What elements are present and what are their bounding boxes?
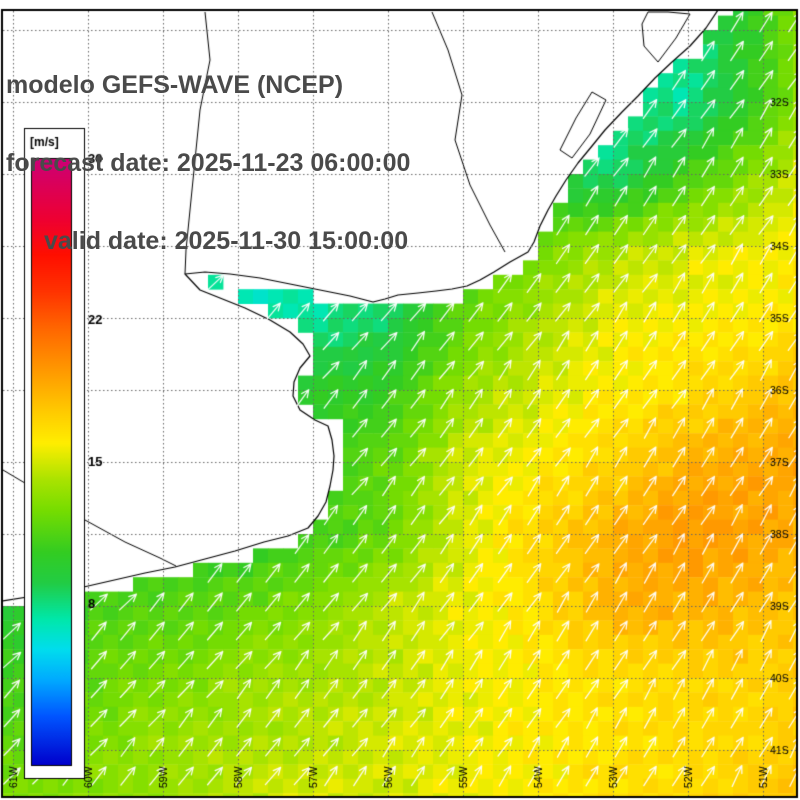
valid-date-line: valid date: 2025-11-30 15:00:00 bbox=[44, 227, 409, 255]
map-header: modelo GEFS-WAVE (NCEP) forecast date: 2… bbox=[6, 20, 410, 306]
forecast-date-line: forecast date: 2025-11-23 06:00:00 bbox=[6, 149, 411, 177]
model-title: modelo GEFS-WAVE (NCEP) bbox=[6, 71, 344, 99]
